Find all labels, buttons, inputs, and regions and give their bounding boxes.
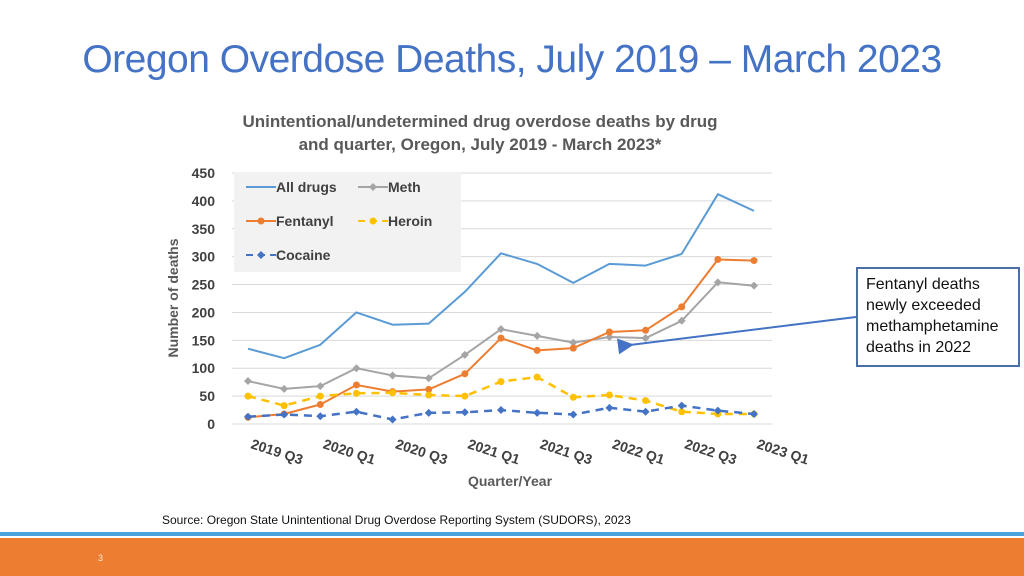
data-point-meth	[750, 281, 758, 290]
data-point-meth	[424, 374, 433, 383]
data-point-cocaine	[497, 406, 505, 415]
data-point-meth	[388, 371, 397, 380]
data-point-cocaine	[460, 408, 469, 417]
y-tick-label: 350	[192, 221, 216, 237]
data-point-cocaine	[641, 407, 650, 416]
x-tick-label: 2021 Q1	[466, 436, 522, 468]
data-point-meth	[497, 325, 505, 334]
data-point-heroin	[352, 389, 360, 397]
x-tick-label: 2020 Q1	[321, 436, 377, 468]
data-point-heroin	[425, 391, 433, 399]
page-number: 3	[98, 553, 104, 563]
data-point-meth	[605, 332, 614, 341]
x-tick-label: 2022 Q3	[683, 436, 739, 468]
legend-marker-cocaine	[257, 251, 265, 259]
data-point-cocaine	[280, 410, 289, 419]
y-axis-title: Number of deaths	[165, 238, 181, 357]
legend-marker-heroin	[369, 217, 377, 225]
slide-title: Oregon Overdose Deaths, July 2019 – Marc…	[82, 38, 942, 81]
callout-arrow	[617, 316, 857, 355]
data-point-fentanyl	[569, 344, 577, 352]
data-point-cocaine	[713, 406, 722, 415]
legend-label-fentanyl: Fentanyl	[276, 213, 334, 229]
data-point-meth	[641, 334, 650, 343]
y-tick-label: 250	[192, 277, 216, 293]
data-point-fentanyl	[533, 346, 541, 354]
y-tick-label: 400	[192, 193, 216, 209]
chart-title-line: and quarter, Oregon, July 2019 - March 2…	[299, 135, 662, 154]
data-point-heroin	[497, 378, 505, 386]
x-tick-label: 2020 Q3	[394, 436, 450, 468]
data-point-fentanyl	[316, 400, 324, 408]
data-point-fentanyl	[714, 255, 722, 263]
data-point-meth	[244, 377, 252, 386]
legend-label-cocaine: Cocaine	[276, 247, 331, 263]
data-point-heroin	[605, 391, 613, 399]
data-point-fentanyl	[750, 257, 758, 265]
data-point-fentanyl	[605, 328, 613, 336]
data-point-fentanyl	[642, 326, 650, 334]
data-point-fentanyl	[352, 381, 360, 389]
footer-line	[0, 532, 1024, 536]
data-point-cocaine	[569, 410, 578, 419]
chart-title-line: Unintentional/undetermined drug overdose…	[242, 112, 717, 131]
x-tick-label: 2022 Q1	[611, 436, 667, 468]
y-tick-label: 300	[192, 249, 216, 265]
data-point-meth	[569, 338, 578, 347]
legend-marker-meth	[369, 183, 377, 191]
data-point-heroin	[280, 402, 288, 410]
legend-label-heroin: Heroin	[388, 213, 432, 229]
data-point-meth	[713, 278, 722, 287]
data-point-meth	[316, 382, 325, 391]
data-point-heroin	[678, 408, 686, 416]
data-point-meth	[677, 316, 686, 325]
x-tick-label: 2021 Q3	[538, 436, 594, 468]
data-point-cocaine	[677, 401, 686, 410]
legend-marker-fentanyl	[257, 217, 265, 225]
footer-band	[0, 538, 1024, 576]
data-point-cocaine	[605, 403, 614, 412]
y-tick-label: 450	[192, 165, 216, 181]
y-tick-label: 150	[192, 332, 216, 348]
data-point-heroin	[389, 389, 397, 397]
series-line-all-drugs	[247, 193, 755, 360]
data-point-fentanyl	[461, 370, 469, 378]
data-point-meth	[460, 350, 469, 359]
data-point-heroin	[533, 373, 541, 381]
data-point-cocaine	[352, 407, 361, 416]
data-point-heroin	[244, 392, 252, 400]
source-note: Source: Oregon State Unintentional Drug …	[162, 513, 631, 527]
data-point-cocaine	[750, 409, 758, 418]
data-point-heroin	[642, 397, 650, 405]
data-point-fentanyl	[497, 334, 505, 342]
x-tick-label: 2019 Q3	[249, 436, 305, 468]
data-point-meth	[533, 331, 542, 340]
data-point-heroin	[316, 392, 324, 400]
data-point-cocaine	[424, 408, 433, 417]
legend-label-meth: Meth	[388, 179, 421, 195]
callout-box: Fentanyl deaths newly exceeded methamphe…	[856, 267, 1020, 367]
y-tick-label: 50	[199, 388, 215, 404]
data-point-meth	[352, 364, 361, 373]
y-tick-label: 100	[192, 360, 216, 376]
data-point-cocaine	[533, 408, 542, 417]
y-tick-label: 0	[207, 416, 215, 432]
data-point-cocaine	[388, 415, 397, 424]
legend-label-all-drugs: All drugs	[276, 179, 337, 195]
data-point-fentanyl	[678, 303, 686, 311]
data-point-fentanyl	[425, 385, 433, 393]
x-axis-title: Quarter/Year	[468, 473, 553, 489]
data-point-heroin	[461, 392, 469, 400]
data-point-heroin	[569, 393, 577, 401]
x-tick-label: 2023 Q1	[755, 436, 811, 468]
data-point-cocaine	[316, 412, 325, 421]
data-point-cocaine	[244, 412, 252, 421]
y-tick-label: 200	[192, 304, 216, 320]
data-point-meth	[280, 384, 289, 393]
